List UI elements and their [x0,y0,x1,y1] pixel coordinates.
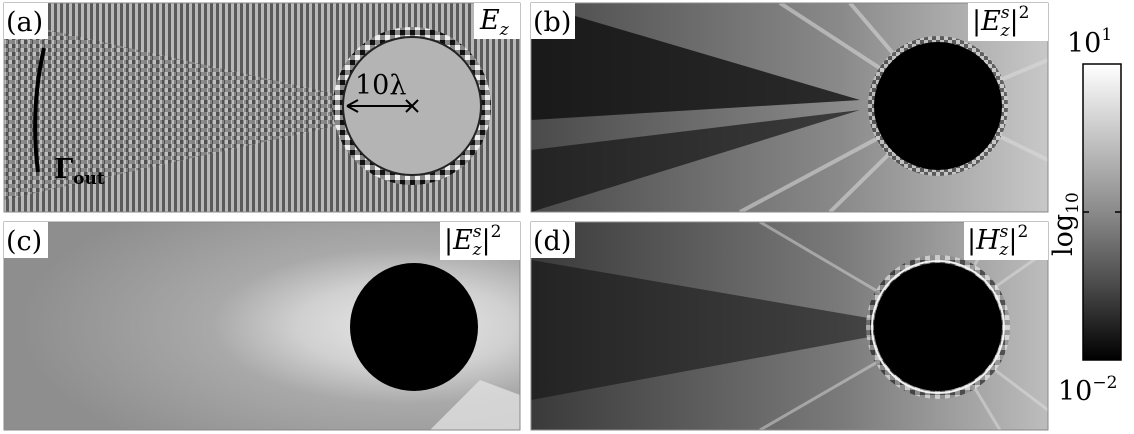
colorbar-gradient [1082,63,1122,361]
panel-c-scatterer [350,263,478,391]
colorbar-max-label: 101 [1067,25,1112,59]
gamma-out-label: Γout [54,154,105,189]
colorbar: 101 10−2 log10 [1048,25,1122,407]
panel-d-letter: (d) [533,226,571,257]
panel-b-field-label: |Es z|2 [972,3,1029,41]
panel-b-letter: (b) [533,7,571,38]
panel-b-scatterer [874,42,1002,170]
panel-a [4,3,520,212]
panel-c-letter: (c) [6,226,42,257]
gamma-out-boundary [33,47,46,173]
colorbar-axis-label: log10 [1048,192,1083,256]
radius-arrow [346,99,419,113]
panel-a-letter: (a) [6,7,43,38]
radius-label: 10λ [355,70,406,101]
panel-a-field-label: Ez [479,5,510,40]
panel-b [531,3,1048,212]
panel-c [4,222,520,430]
colorbar-min-label: 10−2 [1058,373,1117,407]
panel-c-field-label: |Es z|2 [444,222,501,260]
panel-d [531,222,1048,430]
panel-d-scatterer [874,263,1002,391]
panel-d-field-label: |Hs z|2 [967,222,1028,260]
